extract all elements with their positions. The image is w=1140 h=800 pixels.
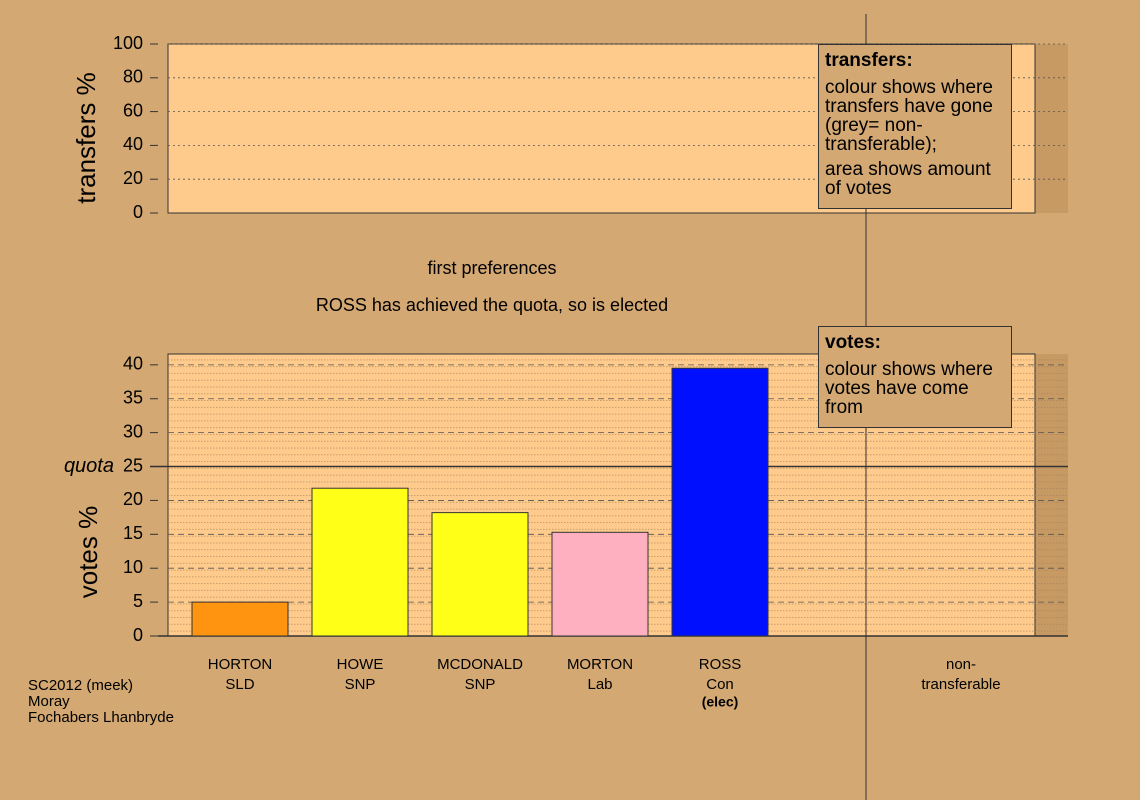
x-tick-sublabel: Con [706, 676, 734, 693]
y-tick-label: 40 [123, 354, 143, 374]
source-line: Moray [28, 693, 70, 710]
y-tick-label: 20 [123, 489, 143, 509]
y-axis-label: transfers % [71, 72, 101, 204]
status-label: (elec) [702, 694, 739, 710]
source-line: Fochabers Lhanbryde [28, 709, 174, 726]
x-tick-sublabel: SNP [345, 676, 376, 693]
legend-title: transfers: [825, 50, 913, 71]
x-tick-sublabel: SNP [465, 676, 496, 693]
x-tick-label: ROSS [699, 656, 742, 673]
bar [311, 487, 409, 637]
y-tick-label: 30 [123, 421, 143, 441]
y-tick-label: 60 [123, 100, 143, 120]
chart-title: first preferences [427, 258, 556, 278]
bar [551, 531, 649, 637]
y-tick-label: 20 [123, 168, 143, 188]
x-tick-label: transferable [921, 676, 1000, 693]
x-tick-label: non- [946, 656, 976, 673]
y-tick-label: 25 [123, 455, 143, 475]
y-tick-label: 5 [133, 591, 143, 611]
quota-label: quota [64, 455, 114, 477]
x-tick-sublabel: SLD [225, 676, 254, 693]
source-note: SC2012 (meek) Moray Fochabers Lhanbryde [28, 678, 174, 726]
y-tick-label: 0 [133, 625, 143, 645]
bar [431, 512, 529, 637]
y-tick-label: 35 [123, 387, 143, 407]
legend-text: colour shows where transfers have gone (… [825, 77, 993, 155]
y-tick-label: 80 [123, 67, 143, 87]
chart-subtitle: ROSS has achieved the quota, so is elect… [316, 295, 668, 315]
legend-title: votes: [825, 332, 881, 353]
x-tick-label: HOWE [337, 656, 384, 673]
x-tick-sublabel: Lab [587, 676, 612, 693]
x-tick-label: MORTON [567, 656, 633, 673]
x-tick-label: MCDONALD [437, 656, 523, 673]
legend: transfers: colour shows where transfers h… [818, 44, 1012, 209]
y-tick-label: 0 [133, 202, 143, 222]
y-tick-label: 40 [123, 134, 143, 154]
side-shade [1035, 44, 1068, 213]
source-line: SC2012 (meek) [28, 677, 134, 694]
x-tick-label: HORTON [208, 656, 272, 673]
legend-text: colour shows where votes have come from [825, 359, 993, 418]
y-axis-label: votes % [73, 506, 103, 599]
y-tick-label: 10 [123, 557, 143, 577]
y-tick-label: 100 [113, 33, 143, 53]
bar [671, 367, 769, 637]
y-tick-label: 15 [123, 523, 143, 543]
legend: votes: colour shows where votes have come… [818, 326, 1012, 428]
bar [191, 601, 289, 637]
legend-text: area shows amount of votes [825, 159, 991, 199]
